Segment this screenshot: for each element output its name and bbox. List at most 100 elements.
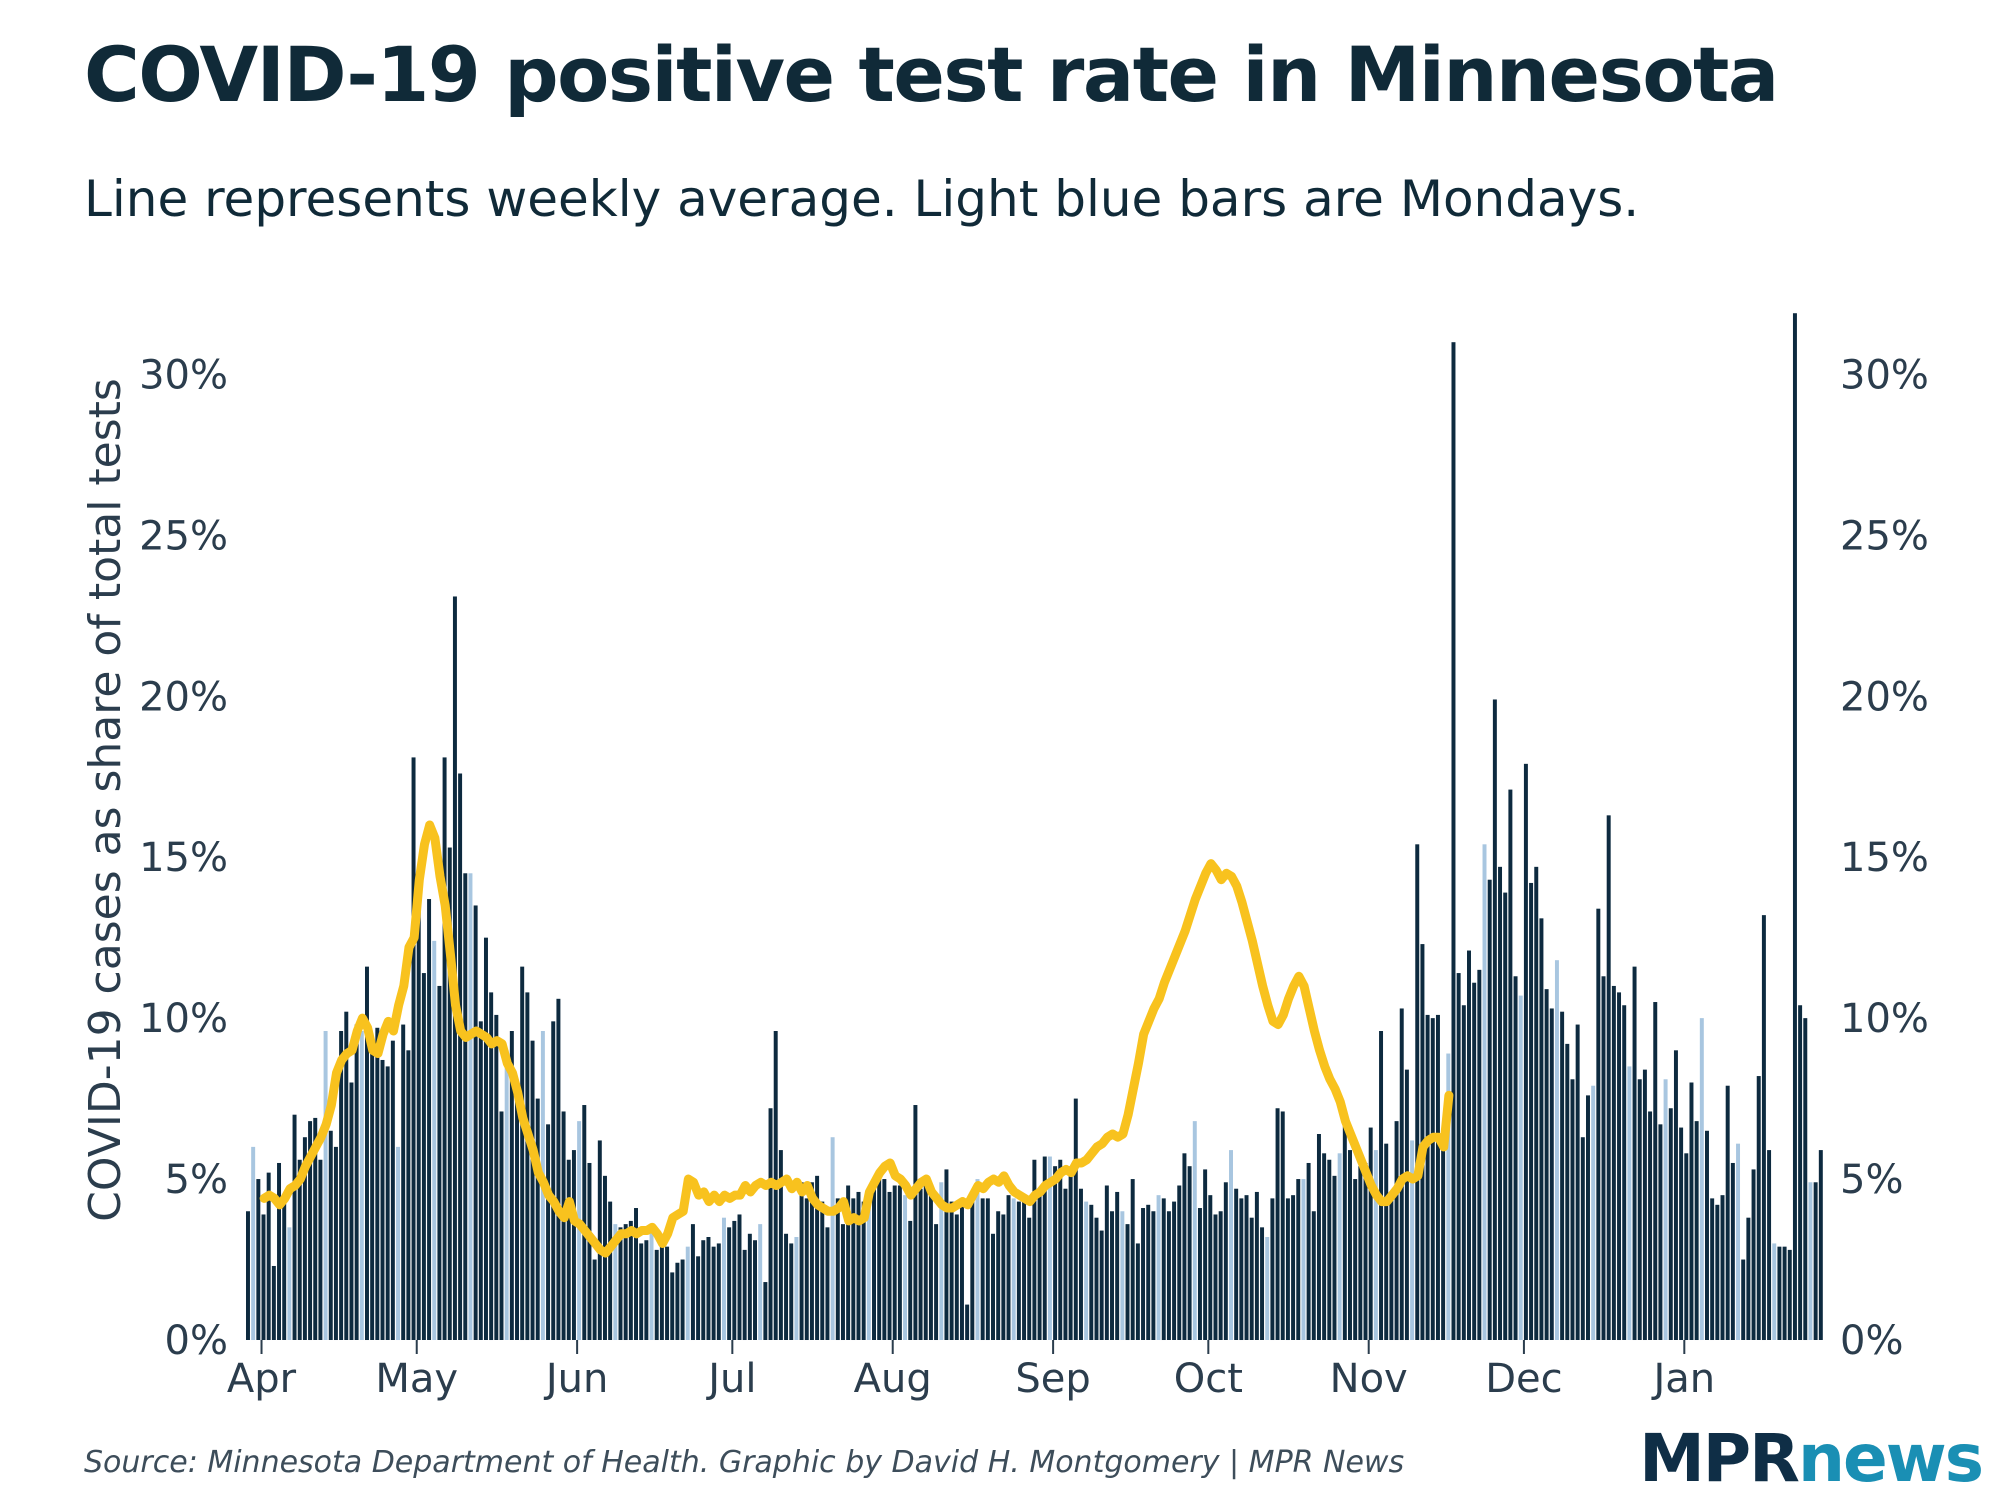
- bar-monday: [866, 1204, 871, 1340]
- bar-day: [1761, 915, 1766, 1341]
- bar-monday: [1047, 1156, 1052, 1340]
- bar-day: [318, 1159, 323, 1340]
- bar-monday: [504, 1050, 509, 1340]
- bar-day: [897, 1185, 902, 1340]
- bar-day: [365, 966, 369, 1341]
- bar-day: [1622, 1005, 1627, 1340]
- bar-day: [908, 1220, 913, 1340]
- bar-day: [1053, 1166, 1058, 1340]
- bar-monday: [1591, 1085, 1596, 1340]
- bar-day: [1544, 989, 1549, 1340]
- bar-day: [1177, 1185, 1182, 1340]
- bar-day: [566, 1159, 571, 1340]
- y-tick-label-right: 0%: [1840, 1318, 1903, 1364]
- mpr-news-logo: MPRnews: [1639, 1420, 1984, 1497]
- bar-day: [944, 1169, 949, 1340]
- bar-day: [753, 1240, 757, 1340]
- bar-day: [266, 1172, 271, 1341]
- bar-day: [1110, 1211, 1114, 1340]
- bar-day: [1384, 1143, 1389, 1340]
- bar-day: [1016, 1201, 1021, 1340]
- bar-monday: [1265, 1237, 1270, 1340]
- bar-monday: [1373, 1150, 1378, 1340]
- bar-day: [1146, 1204, 1151, 1340]
- bar-day: [292, 1114, 297, 1340]
- bar-day: [1705, 1130, 1709, 1340]
- bar-day: [1032, 1159, 1037, 1340]
- bar-day: [1503, 892, 1508, 1340]
- bar-day: [1425, 1014, 1430, 1340]
- bar-day: [1787, 1249, 1792, 1341]
- bar-day: [1668, 1108, 1673, 1340]
- bar-day: [680, 1259, 685, 1340]
- bar-day: [349, 1082, 354, 1340]
- bar-monday: [1446, 1053, 1451, 1340]
- bar-day: [1208, 1195, 1213, 1340]
- bar-day: [949, 1201, 954, 1340]
- bar-day: [1461, 1005, 1466, 1340]
- bar-day: [644, 1240, 649, 1340]
- bar-day: [385, 1066, 390, 1340]
- y-tick-label-right: 25%: [1840, 513, 1929, 559]
- bar-day: [985, 1198, 990, 1341]
- bar-monday: [685, 1246, 690, 1340]
- bar-day: [1523, 763, 1528, 1340]
- bar-monday: [1410, 1140, 1415, 1340]
- bar-day: [1756, 1076, 1761, 1340]
- bar-day: [1487, 879, 1492, 1340]
- x-tick-label: Jul: [705, 1356, 756, 1402]
- bar-day: [1472, 982, 1477, 1340]
- bar-day: [1798, 1005, 1803, 1340]
- bar-day: [1580, 1137, 1585, 1340]
- bar-day: [390, 1040, 395, 1340]
- bar-day: [1435, 1014, 1440, 1340]
- bar-day: [872, 1185, 876, 1340]
- bar-day: [1818, 1150, 1823, 1340]
- bar-day: [551, 1021, 556, 1340]
- bar-day: [1001, 1214, 1006, 1340]
- bar-monday: [794, 1237, 799, 1340]
- chart-title: COVID-19 positive test rate in Minnesota: [84, 30, 1779, 119]
- bar-day: [546, 1124, 551, 1340]
- bar-day: [328, 1130, 333, 1340]
- bar-monday: [1084, 1201, 1089, 1340]
- bar-day: [701, 1240, 706, 1340]
- bar-day: [1467, 950, 1471, 1340]
- bar-day: [525, 992, 530, 1341]
- bar-day: [747, 1233, 752, 1340]
- bar-day: [1730, 1162, 1735, 1340]
- bar-day: [634, 1208, 638, 1340]
- bar-day: [1632, 966, 1637, 1341]
- bar-day: [1534, 866, 1539, 1340]
- bar-day: [1751, 1169, 1756, 1340]
- bar-day: [1125, 1224, 1130, 1341]
- bar-day: [1027, 1217, 1032, 1340]
- bar-day: [515, 1092, 520, 1340]
- bar-day: [1394, 1121, 1399, 1341]
- bar-day: [1653, 1002, 1658, 1340]
- bar-day: [1358, 1166, 1363, 1340]
- bar-day: [463, 873, 468, 1340]
- bar-day: [1311, 1211, 1316, 1340]
- bar-monday: [1482, 844, 1487, 1340]
- bar-day: [934, 1224, 939, 1341]
- x-tick-label: Dec: [1485, 1356, 1562, 1402]
- y-tick-label-right: 15%: [1840, 835, 1929, 881]
- bar-day: [639, 1243, 644, 1340]
- bar-day: [1068, 1175, 1073, 1340]
- bar-day: [1213, 1214, 1218, 1340]
- bar-day: [1042, 1156, 1047, 1340]
- bar-day: [1316, 1134, 1321, 1340]
- bar-day: [582, 1105, 587, 1340]
- bar-day: [370, 1053, 375, 1340]
- bar-monday: [1663, 1079, 1668, 1340]
- bar-day: [447, 847, 452, 1340]
- bar-day: [809, 1182, 814, 1340]
- x-tick-label: Oct: [1174, 1356, 1243, 1402]
- bar-day: [887, 1191, 892, 1340]
- bar-day: [840, 1224, 845, 1341]
- bar-day: [499, 1111, 504, 1340]
- bar-day: [1404, 1069, 1409, 1341]
- bar-day: [442, 757, 447, 1340]
- bar-day: [1539, 918, 1544, 1340]
